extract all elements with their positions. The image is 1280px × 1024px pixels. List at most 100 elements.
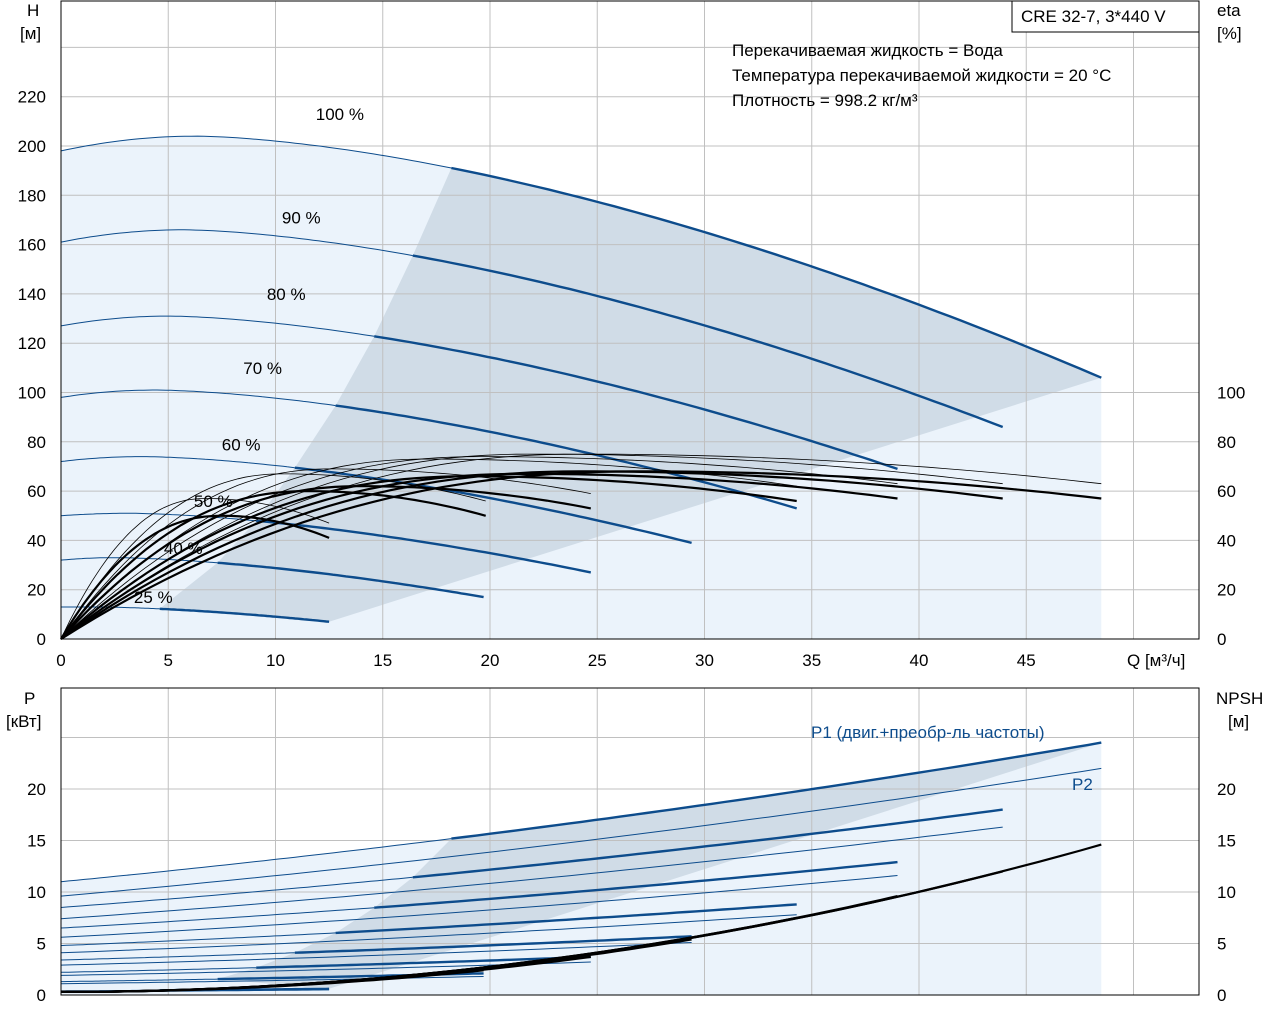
efficiency-curve: [60, 514, 330, 640]
npsh-tick-label: 15: [1217, 832, 1236, 851]
speed-label: 90 %: [282, 208, 321, 227]
head-curve-thick: [335, 404, 798, 510]
head-axis-label: H: [27, 1, 39, 20]
head-tick-label: 40: [27, 531, 46, 550]
p1-series-label: P1 (двиг.+преобр-ль частоты): [811, 723, 1044, 742]
p1-curve-thin: [61, 967, 257, 973]
efficiency-tick-label: 80: [1217, 433, 1236, 452]
flow-tick-label: 35: [802, 651, 821, 670]
p2-curve: [60, 875, 898, 938]
speed-label: 100 %: [316, 105, 364, 124]
speed-labels: 100 % 90 % 80 % 70 % 60 % 50 % 40 % 25 %: [134, 105, 364, 607]
power-axis-label: P: [24, 689, 35, 708]
head-tick-label: 20: [27, 581, 46, 600]
speed-label: 70 %: [243, 359, 282, 378]
note-density: Плотность = 998.2 кг/м³: [732, 91, 918, 110]
head-curve-thin: [60, 315, 375, 337]
p2-series-label: P2: [1072, 775, 1093, 794]
head-curve-thin: [60, 229, 413, 257]
head-tick-label: 60: [27, 482, 46, 501]
chart-title: CRE 32-7, 3*440 V: [1021, 7, 1166, 26]
power-tick-label: 5: [37, 935, 46, 954]
flow-tick-label: 45: [1017, 651, 1036, 670]
head-curve-thin: [60, 135, 452, 169]
efficiency-axis-ticks: 0 20 40 60 80 100: [1217, 384, 1245, 650]
power-curves-layer: [60, 741, 1102, 993]
head-tick-label: 220: [18, 88, 46, 107]
p1-curve-thin: [60, 952, 295, 961]
p1-curve-thin: [60, 838, 452, 883]
flow-tick-label: 10: [266, 651, 285, 670]
head-curve-thick: [217, 561, 484, 599]
power-axis-ticks: 0 5 10 15 20: [27, 780, 46, 1005]
head-tick-label: 160: [18, 236, 46, 255]
speed-label: 40 %: [164, 539, 203, 558]
p1-curve-thick: [412, 808, 1003, 879]
speed-label: 25 %: [134, 588, 173, 607]
efficiency-curve-thin: [60, 453, 1003, 640]
flow-axis-ticks: 0 5 10 15 20 25 30 35 40 45: [56, 651, 1035, 670]
head-curves-layer: [60, 135, 1102, 623]
p1-curve-thick: [451, 741, 1102, 840]
head-tick-label: 180: [18, 186, 46, 205]
title-box: [1011, 0, 1200, 33]
flow-tick-label: 30: [695, 651, 714, 670]
speed-label: 50 %: [194, 492, 233, 511]
flow-tick-label: 5: [164, 651, 173, 670]
head-curve-thick: [412, 254, 1004, 429]
head-tick-label: 80: [27, 433, 46, 452]
efficiency-curve: [60, 490, 486, 640]
efficiency-axis-unit: [%]: [1217, 24, 1242, 43]
efficiency-curve: [60, 470, 1003, 640]
p1-curve-thin: [60, 907, 375, 929]
p1-curve-thin: [60, 932, 336, 947]
efficiency-tick-label: 100: [1217, 384, 1245, 403]
speed-label: 60 %: [222, 435, 261, 454]
efficiency-curve: [60, 470, 1102, 640]
head-curve-thick: [256, 519, 592, 574]
flow-tick-label: 15: [373, 651, 392, 670]
power-npsh-chart: 0 5 10 15 20 0 5 10 15 20 P [кВт] NPSH [м] P1 (д…: [6, 687, 1263, 1005]
head-tick-label: 120: [18, 334, 46, 353]
head-curve-thick: [294, 466, 692, 545]
head-tick-label: 100: [18, 384, 46, 403]
speed-label: 80 %: [267, 285, 306, 304]
efficiency-tick-label: 20: [1217, 581, 1236, 600]
p1-curve-thick: [374, 860, 898, 909]
head-tick-label: 200: [18, 137, 46, 156]
p1-curve-thick: [256, 955, 591, 969]
efficiency-tick-label: 60: [1217, 482, 1236, 501]
p2-curve: [60, 914, 797, 954]
p1-curve-thin: [60, 876, 413, 908]
efficiency-curve: [60, 472, 898, 640]
power-tick-label: 10: [27, 883, 46, 902]
operating-area-layer: [61, 136, 1102, 639]
efficiency-curves-layer: [60, 453, 1102, 640]
efficiency-axis-label: eta: [1217, 1, 1241, 20]
efficiency-curve-thin: [60, 473, 486, 640]
npsh-curve: [61, 969, 484, 993]
efficiency-curve-thin: [60, 458, 797, 640]
note-liquid: Перекачиваемая жидкость = Вода: [732, 41, 1003, 60]
power-tick-label: 15: [27, 832, 46, 851]
efficiency-curve: [60, 475, 797, 640]
npsh-axis-label: NPSH: [1216, 689, 1263, 708]
efficiency-curve: [60, 485, 592, 640]
efficiency-curve-thin: [60, 498, 330, 640]
power-plot-frame: [60, 687, 1200, 996]
head-curve-thin: [60, 512, 257, 522]
p2-curve: [60, 826, 1003, 920]
operating-area: [159, 168, 1102, 622]
npsh-tick-label: 5: [1217, 935, 1226, 954]
p1-curve-thick: [294, 935, 692, 954]
npsh-tick-label: 10: [1217, 883, 1236, 902]
efficiency-tick-label: 0: [1217, 630, 1226, 649]
flow-tick-label: 40: [910, 651, 929, 670]
p1-curve-thin: [61, 978, 218, 983]
efficiency-tick-label: 40: [1217, 531, 1236, 550]
head-axis-unit: [м]: [20, 24, 41, 43]
note-temperature: Температура перекачиваемой жидкости = 20…: [732, 66, 1111, 85]
head-tick-label: 0: [37, 630, 46, 649]
head-grid: [61, 1, 1199, 639]
